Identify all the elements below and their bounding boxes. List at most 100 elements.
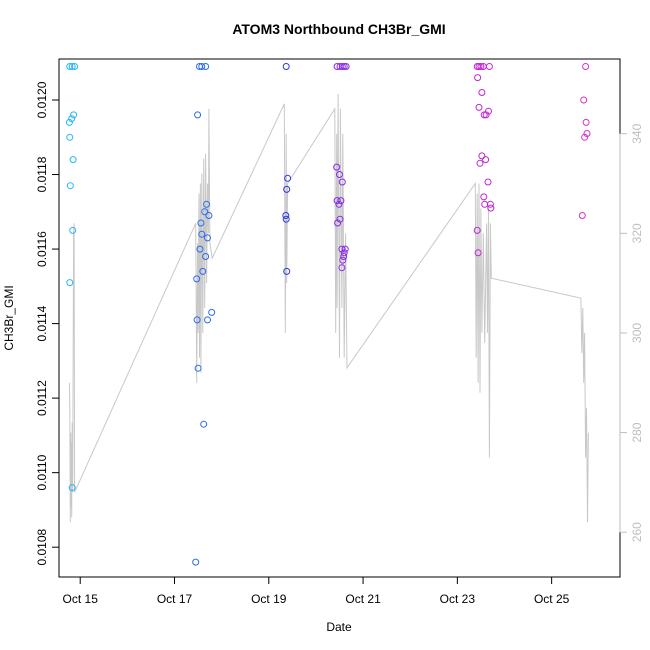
data-point bbox=[205, 212, 213, 219]
data-point bbox=[333, 197, 341, 205]
data-point bbox=[578, 212, 586, 219]
data-point bbox=[70, 111, 78, 119]
data-point bbox=[475, 63, 483, 70]
data-point bbox=[474, 249, 482, 257]
data-point bbox=[284, 174, 292, 182]
data-point bbox=[338, 245, 346, 253]
data-point bbox=[477, 63, 485, 70]
data-point bbox=[202, 63, 210, 70]
data-point bbox=[194, 364, 202, 372]
x-tick-label: Oct 25 bbox=[534, 592, 570, 606]
data-point bbox=[338, 264, 346, 272]
data-point bbox=[482, 156, 490, 164]
data-point bbox=[69, 156, 77, 164]
x-tick-label: Oct 21 bbox=[345, 592, 381, 606]
data-point bbox=[478, 89, 486, 96]
data-point bbox=[202, 253, 210, 260]
data-point bbox=[201, 208, 209, 216]
data-point bbox=[66, 279, 74, 287]
data-point bbox=[338, 178, 346, 186]
x-axis: Oct 15 Oct 17 Oct 19 Oct 21 Oct 23 Oct 25 bbox=[63, 576, 570, 606]
data-point bbox=[334, 219, 342, 227]
secondary-y-axis: 260 280 300 320 340 bbox=[619, 123, 644, 542]
data-point bbox=[194, 111, 202, 119]
data-point bbox=[68, 484, 76, 492]
data-point bbox=[193, 275, 201, 283]
data-point bbox=[340, 63, 348, 70]
data-point bbox=[580, 96, 588, 104]
y-tick-label: 0.0120 bbox=[35, 81, 49, 118]
secondary-y-tick-label: 320 bbox=[630, 223, 644, 243]
data-point bbox=[283, 185, 291, 193]
data-point bbox=[204, 316, 211, 324]
data-point bbox=[473, 226, 481, 234]
data-point bbox=[336, 215, 344, 223]
data-point bbox=[476, 159, 484, 167]
data-point bbox=[196, 245, 204, 253]
data-point bbox=[480, 193, 488, 201]
data-point bbox=[282, 215, 290, 223]
data-point bbox=[341, 245, 349, 253]
x-tick-label: Oct 23 bbox=[440, 592, 476, 606]
x-tick-label: Oct 17 bbox=[157, 592, 193, 606]
y-axis: 0.0108 0.0110 0.0112 0.0114 0.0116 0.0118 0.01… bbox=[35, 81, 60, 566]
data-point bbox=[66, 63, 74, 70]
secondary-series-line bbox=[68, 93, 589, 523]
data-point bbox=[65, 118, 73, 126]
data-point bbox=[475, 103, 483, 111]
data-point bbox=[339, 256, 347, 264]
data-point bbox=[485, 107, 492, 115]
data-point bbox=[340, 249, 348, 257]
y-tick-label: 0.0118 bbox=[35, 156, 49, 192]
data-point bbox=[478, 152, 486, 160]
data-point bbox=[335, 200, 343, 208]
data-point bbox=[68, 63, 76, 70]
secondary-y-tick-label: 260 bbox=[630, 522, 644, 542]
data-point bbox=[197, 219, 205, 227]
data-points-layer bbox=[65, 63, 591, 566]
data-point bbox=[482, 111, 490, 119]
data-point bbox=[71, 63, 79, 70]
data-point bbox=[583, 130, 591, 137]
secondary-series-layer bbox=[68, 93, 589, 523]
data-point bbox=[198, 230, 206, 238]
data-point bbox=[484, 178, 492, 186]
y-tick-label: 0.0116 bbox=[35, 231, 49, 267]
data-point bbox=[68, 115, 76, 123]
data-point bbox=[487, 204, 495, 212]
data-point bbox=[66, 182, 74, 190]
data-point bbox=[474, 74, 482, 82]
x-tick-label: Oct 15 bbox=[63, 592, 99, 606]
y-tick-label: 0.0112 bbox=[35, 380, 49, 416]
data-point bbox=[282, 63, 290, 70]
data-point bbox=[342, 63, 350, 70]
secondary-y-tick-label: 280 bbox=[630, 422, 644, 442]
secondary-y-tick-label: 340 bbox=[630, 123, 644, 143]
data-point bbox=[283, 267, 291, 275]
chart-title: ATOM3 Northbound CH3Br_GMI bbox=[232, 21, 445, 37]
secondary-y-tick-label: 300 bbox=[630, 323, 644, 343]
data-point bbox=[486, 200, 494, 208]
data-point bbox=[480, 111, 488, 119]
data-point bbox=[336, 171, 343, 178]
data-point bbox=[198, 63, 206, 70]
data-point bbox=[485, 63, 493, 70]
x-axis-label: Date bbox=[326, 620, 352, 634]
data-point bbox=[333, 63, 341, 70]
data-point bbox=[69, 226, 77, 234]
data-point bbox=[200, 420, 208, 428]
y-axis-label: CH3Br_GMI bbox=[2, 285, 16, 350]
y-tick-label: 0.0114 bbox=[35, 305, 49, 341]
data-point bbox=[208, 308, 216, 316]
data-point bbox=[582, 118, 590, 126]
data-point bbox=[338, 63, 346, 70]
y-tick-label: 0.0108 bbox=[35, 529, 49, 566]
data-point bbox=[582, 63, 590, 70]
data-point bbox=[66, 133, 74, 141]
data-point bbox=[193, 316, 201, 324]
data-point bbox=[199, 267, 207, 275]
data-point bbox=[203, 200, 211, 208]
data-point bbox=[282, 212, 290, 219]
data-point bbox=[192, 558, 200, 566]
